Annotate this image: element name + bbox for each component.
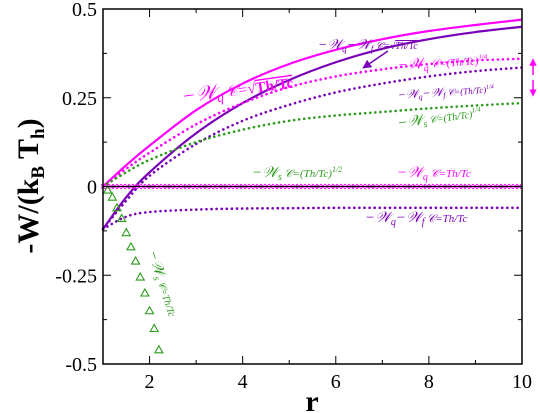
- y-tick-label: 0: [87, 177, 97, 199]
- y-tick-label: 0.5: [72, 0, 97, 21]
- y-tick-label: 0.25: [62, 88, 97, 110]
- series-markers-8: [102, 184, 164, 354]
- x-tick-label: 2: [145, 371, 155, 393]
- series-line-2: [101, 57, 524, 188]
- annotation-wqwf-linear: −𝒲q−𝒲f 𝒞=Th/Tc: [365, 210, 467, 228]
- annotation-ws-quarter: −𝒲s 𝒞=(Th/Tc)1/4: [396, 104, 482, 134]
- series-line-3: [101, 66, 524, 231]
- x-tick-label: 4: [238, 371, 248, 393]
- series-marker: [121, 227, 132, 237]
- series-marker: [107, 192, 118, 201]
- series-line-5: [101, 206, 524, 231]
- tick-layer: 2 4 6 8 10 -0.5 -0.25 0 0.25 0.5: [55, 0, 532, 393]
- series-marker: [144, 305, 155, 315]
- annotation-arrow: [362, 50, 389, 69]
- annotation-ws-half: −𝒲s 𝒞=(Th/Tc)1/2: [252, 165, 342, 183]
- series-marker: [102, 184, 113, 194]
- series-marker: [153, 344, 164, 354]
- y-tick-label: -0.25: [55, 265, 97, 287]
- y-tick-label: -0.5: [65, 354, 97, 376]
- annotation-wqwf-sqrt: −𝒲q−𝒲f 𝒞=√Th/Tc: [318, 38, 418, 54]
- series-line-1: [102, 25, 523, 230]
- series-marker: [112, 202, 122, 212]
- series-marker: [116, 213, 127, 222]
- annotation-wq-linear: −𝒲q 𝒞=Th/Tc: [397, 165, 471, 183]
- y-axis-label: -W/(kB Th): [12, 118, 49, 253]
- series-marker: [139, 287, 150, 297]
- x-tick-label: 10: [512, 371, 532, 393]
- series-marker: [125, 241, 136, 251]
- x-axis-label: r: [305, 385, 318, 413]
- x-tick-label: 6: [331, 371, 341, 393]
- annotation-wq-quarter: −𝒲q 𝒞=(Th/Tc)1/4: [397, 52, 489, 76]
- series-line-4: [101, 101, 524, 188]
- annotation-wqwf-quarter: −𝒲q−𝒲f 𝒞=(Th/Tc)1/4: [397, 81, 494, 103]
- series-marker: [149, 323, 160, 333]
- series-marker: [130, 255, 141, 265]
- series-line-0: [102, 18, 523, 188]
- series-marker: [135, 271, 146, 281]
- x-tick-label: 8: [424, 371, 434, 393]
